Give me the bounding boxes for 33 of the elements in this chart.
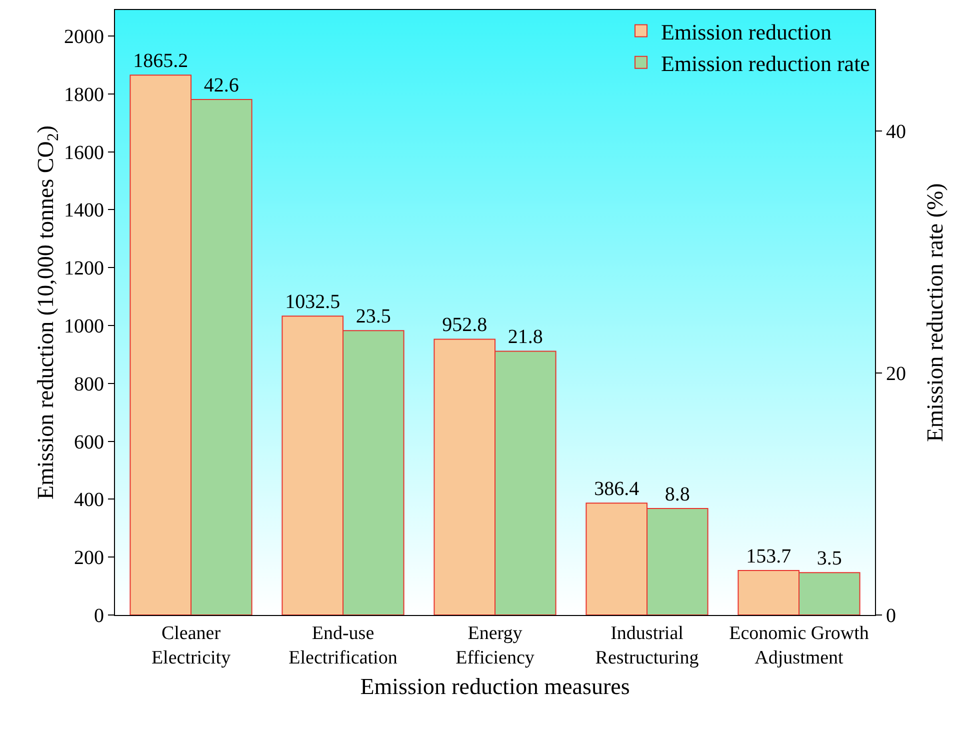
y-tick-label: 1200	[64, 258, 104, 280]
y2-tick-label: 0	[886, 605, 896, 627]
y-tick-label: 0	[94, 605, 104, 627]
data-label: 952.8	[442, 314, 488, 336]
data-label: 3.5	[816, 548, 842, 570]
y-tick-label: 800	[74, 373, 104, 396]
y-tick-label: 1800	[64, 84, 104, 106]
data-label: 23.5	[356, 306, 391, 328]
data-label: 8.8	[664, 484, 690, 506]
y-tick-label: 1000	[64, 316, 104, 338]
legend-label: Emission reduction rate	[661, 50, 870, 76]
x-tick-label: Cleaner Electricity	[151, 622, 232, 668]
data-label: 386.4	[594, 478, 640, 500]
x-tick-label: Economic Growth Adjustment	[729, 622, 870, 668]
x-axis-title: Emission reduction measures	[360, 674, 630, 699]
y-tick-label: 1400	[64, 200, 104, 222]
y-tick-label: 1600	[64, 142, 104, 164]
data-label: 42.6	[204, 74, 239, 97]
x-tick-label: Industrial Restructuring	[595, 622, 700, 668]
y2-tick-label: 20	[886, 363, 906, 385]
data-label: 21.8	[508, 326, 543, 348]
x-tick-label: End-use Electrification	[288, 622, 398, 668]
y-tick-label: 2000	[64, 26, 104, 48]
y-tick-label: 400	[74, 489, 104, 512]
y2-axis-title: Emission reduction rate (%)	[922, 183, 948, 442]
y-tick-label: 200	[74, 547, 104, 570]
data-label: 153.7	[746, 546, 792, 568]
x-tick-label: Energy Efficiency	[456, 622, 535, 668]
y2-tick-label: 40	[886, 121, 906, 143]
data-label: 1865.2	[133, 50, 188, 72]
data-label: 1032.5	[285, 291, 340, 314]
legend-label: Emission reduction	[661, 19, 832, 44]
y-tick-label: 600	[74, 431, 104, 454]
